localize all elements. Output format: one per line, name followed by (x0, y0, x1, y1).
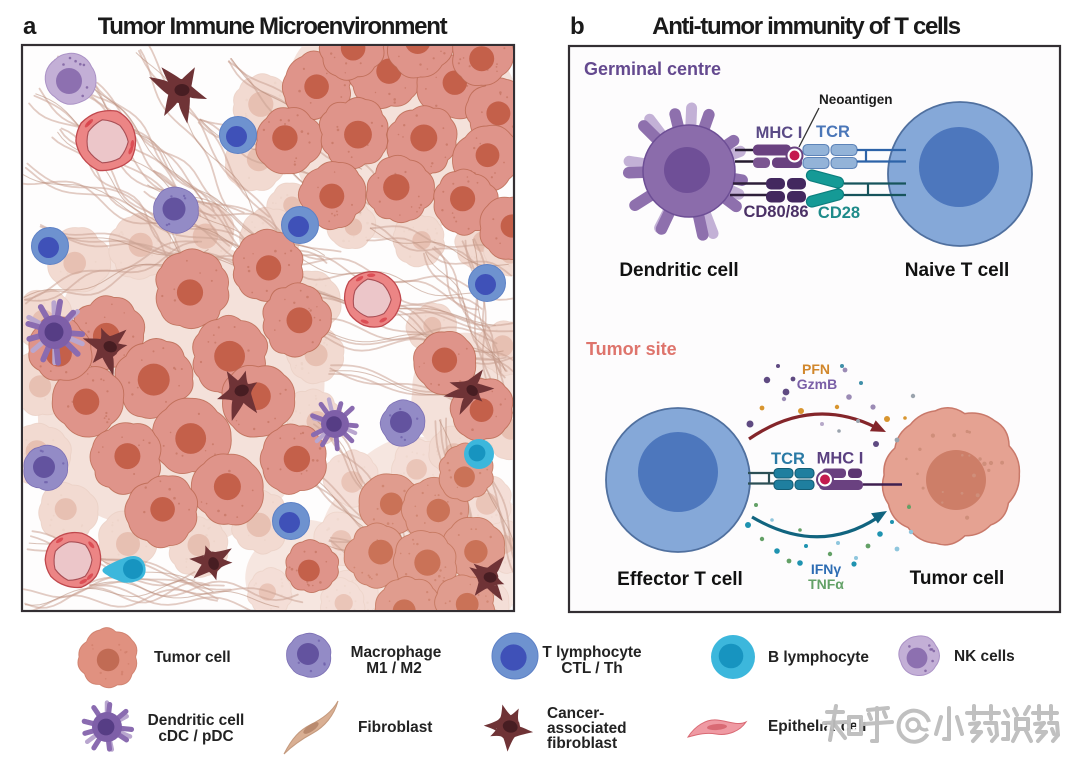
svg-text:TCR: TCR (771, 450, 805, 468)
svg-text:NK cells: NK cells (954, 648, 1015, 665)
svg-text:b: b (570, 13, 585, 40)
svg-text:Tumor Immune Microenvironment: Tumor Immune Microenvironment (98, 13, 448, 40)
svg-text:CD28: CD28 (818, 204, 860, 222)
svg-text:Cancer-: Cancer- (547, 705, 604, 722)
svg-text:Tumor site: Tumor site (586, 339, 677, 359)
svg-text:Tumor cell: Tumor cell (910, 568, 1005, 589)
svg-text:TNFα: TNFα (808, 576, 844, 592)
svg-text:associated: associated (547, 720, 627, 737)
svg-text:Macrophage: Macrophage (351, 644, 442, 661)
svg-text:Anti-tumor immunity of T cells: Anti-tumor immunity of T cells (652, 13, 961, 40)
svg-text:Fibroblast: Fibroblast (358, 719, 432, 736)
svg-text:Neoantigen: Neoantigen (819, 92, 893, 107)
svg-text:cDC / pDC: cDC / pDC (158, 728, 233, 745)
svg-text:B lymphocyte: B lymphocyte (768, 649, 869, 666)
svg-text:Effector T cell: Effector T cell (617, 569, 743, 590)
svg-text:Dendritic cell: Dendritic cell (619, 260, 738, 281)
svg-text:T lymphocyte: T lymphocyte (542, 644, 642, 661)
svg-text:MHC I: MHC I (817, 450, 864, 468)
svg-text:M1 / M2: M1 / M2 (366, 660, 422, 677)
svg-text:CD80/86: CD80/86 (743, 203, 808, 221)
svg-text:Dendritic cell: Dendritic cell (148, 712, 245, 729)
svg-text:IFNγ: IFNγ (811, 561, 842, 577)
svg-text:MHC I: MHC I (756, 124, 803, 142)
svg-text:fibroblast: fibroblast (547, 735, 617, 752)
svg-text:Tumor cell: Tumor cell (154, 649, 231, 666)
svg-text:Naive T cell: Naive T cell (905, 260, 1010, 281)
svg-text:TCR: TCR (816, 123, 850, 141)
svg-text:CTL / Th: CTL / Th (561, 660, 622, 677)
svg-text:Germinal centre: Germinal centre (584, 59, 721, 79)
svg-text:a: a (23, 13, 37, 40)
svg-text:GzmB: GzmB (797, 376, 837, 392)
svg-text:PFN: PFN (802, 361, 830, 377)
